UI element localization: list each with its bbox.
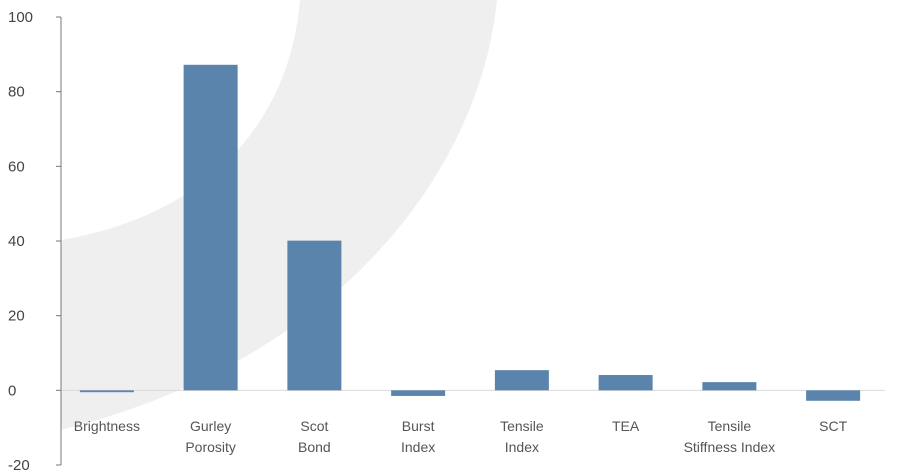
x-category-label: Tensile [708, 418, 752, 434]
x-category-label: Index [401, 439, 435, 455]
bar-brightness [79, 390, 134, 393]
x-category-label: Index [505, 439, 539, 455]
bars [79, 64, 861, 401]
bar-tensile-stiffness-index [702, 382, 757, 391]
bar-gurley-porosity [183, 64, 238, 391]
bar-burst-index [391, 390, 446, 396]
y-tick-label: 60 [8, 158, 25, 175]
y-tick-label: 0 [8, 382, 16, 399]
y-tick-label: -20 [8, 457, 30, 473]
x-category-label: Tensile [500, 418, 544, 434]
y-tick-label: 40 [8, 233, 25, 250]
y-tick-label: 80 [8, 84, 25, 101]
x-category-label: Stiffness Index [684, 439, 776, 455]
x-category-label: Scot [300, 418, 328, 434]
bar-scot-bond [287, 240, 342, 391]
y-tick-label: 100 [8, 9, 33, 26]
x-category-label: Gurley [190, 418, 231, 434]
x-category-label: TEA [612, 418, 640, 434]
x-category-label: SCT [819, 418, 847, 434]
background-watermark [61, 0, 497, 430]
x-category-label: Porosity [185, 439, 236, 455]
x-axis-labels: Brightness Gurley Porosity Scot Bond Burst Ind… [74, 418, 848, 455]
bar-tea [598, 375, 653, 391]
x-category-label: Bond [298, 439, 331, 455]
bar-tensile-index [494, 370, 549, 391]
x-category-label: Brightness [74, 418, 140, 434]
background-arc-shape [61, 0, 497, 430]
x-category-label: Burst [402, 418, 435, 434]
y-tick-label: 20 [8, 308, 25, 325]
y-axis: -20 0 20 40 60 80 100 [8, 9, 62, 473]
bar-sct [806, 390, 861, 401]
